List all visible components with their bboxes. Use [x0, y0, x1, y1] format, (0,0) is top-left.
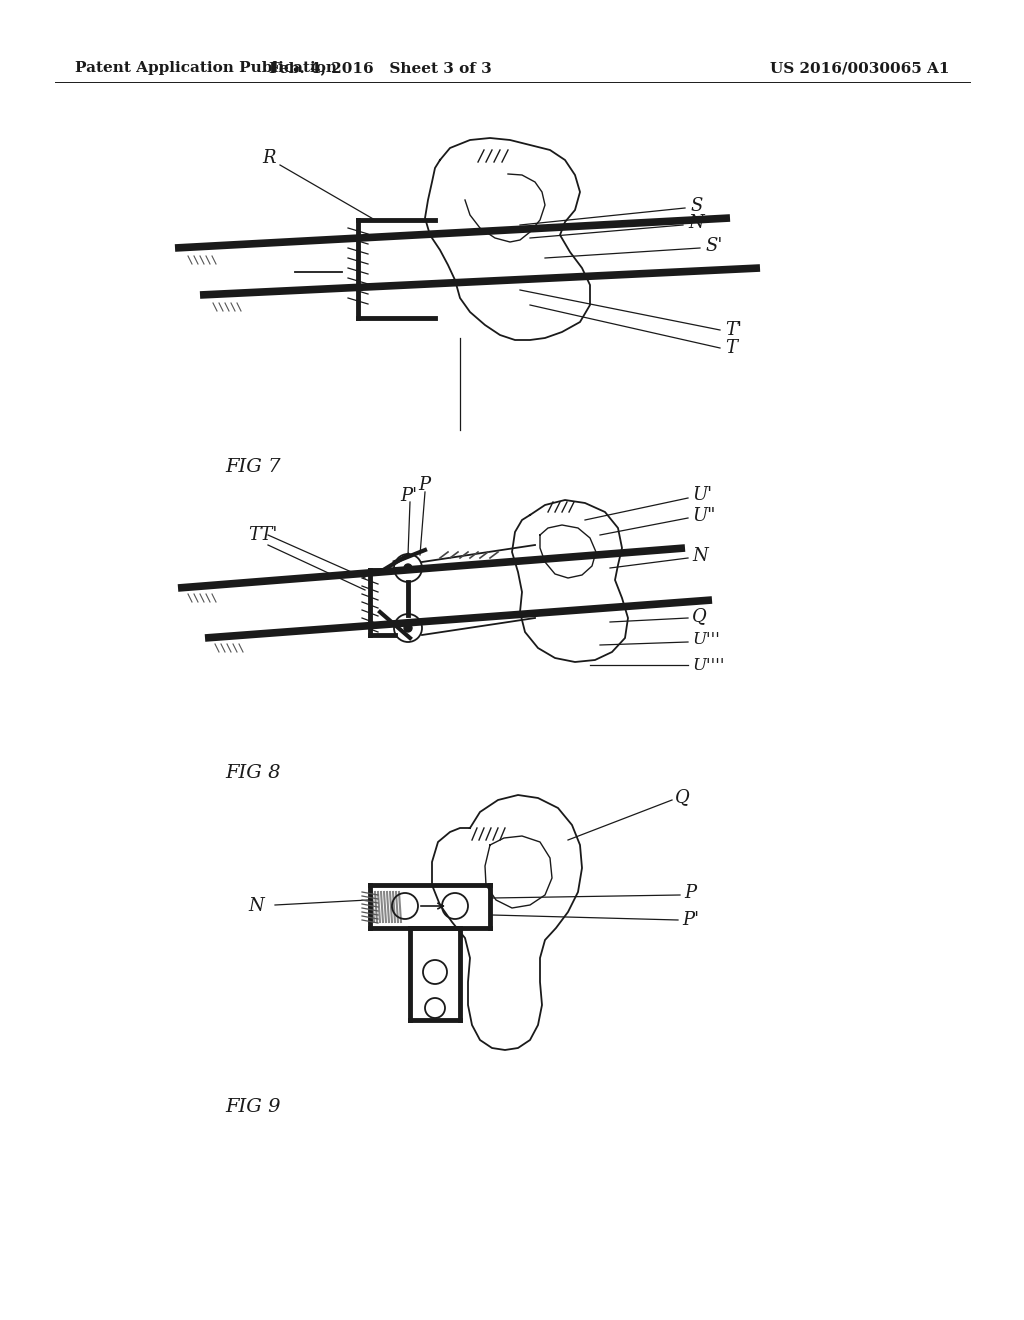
Text: Patent Application Publication: Patent Application Publication: [75, 61, 337, 75]
Text: Q: Q: [692, 607, 707, 624]
Text: US 2016/0030065 A1: US 2016/0030065 A1: [770, 61, 949, 75]
Text: FIG 9: FIG 9: [225, 1098, 281, 1115]
Text: T': T': [725, 321, 742, 339]
Text: N: N: [248, 898, 264, 915]
Text: P: P: [684, 884, 696, 902]
Text: Q: Q: [675, 788, 690, 807]
Text: U'''': U'''': [692, 656, 725, 673]
Text: T: T: [725, 339, 737, 356]
Text: N: N: [692, 546, 708, 565]
Text: FIG 7: FIG 7: [225, 458, 281, 477]
Text: FIG 8: FIG 8: [225, 764, 281, 781]
Text: TT': TT': [248, 525, 278, 544]
Text: N: N: [688, 214, 703, 232]
Text: Feb. 4, 2016   Sheet 3 of 3: Feb. 4, 2016 Sheet 3 of 3: [268, 61, 492, 75]
Text: P: P: [418, 477, 430, 494]
Text: P': P': [400, 487, 417, 506]
Text: U': U': [692, 486, 712, 504]
Text: U": U": [692, 507, 716, 525]
Circle shape: [404, 624, 412, 632]
Text: S: S: [690, 197, 702, 215]
Text: S': S': [705, 238, 722, 255]
Text: U''': U''': [692, 631, 720, 648]
Text: P': P': [682, 911, 699, 929]
Circle shape: [404, 564, 412, 572]
Text: R: R: [262, 149, 275, 168]
